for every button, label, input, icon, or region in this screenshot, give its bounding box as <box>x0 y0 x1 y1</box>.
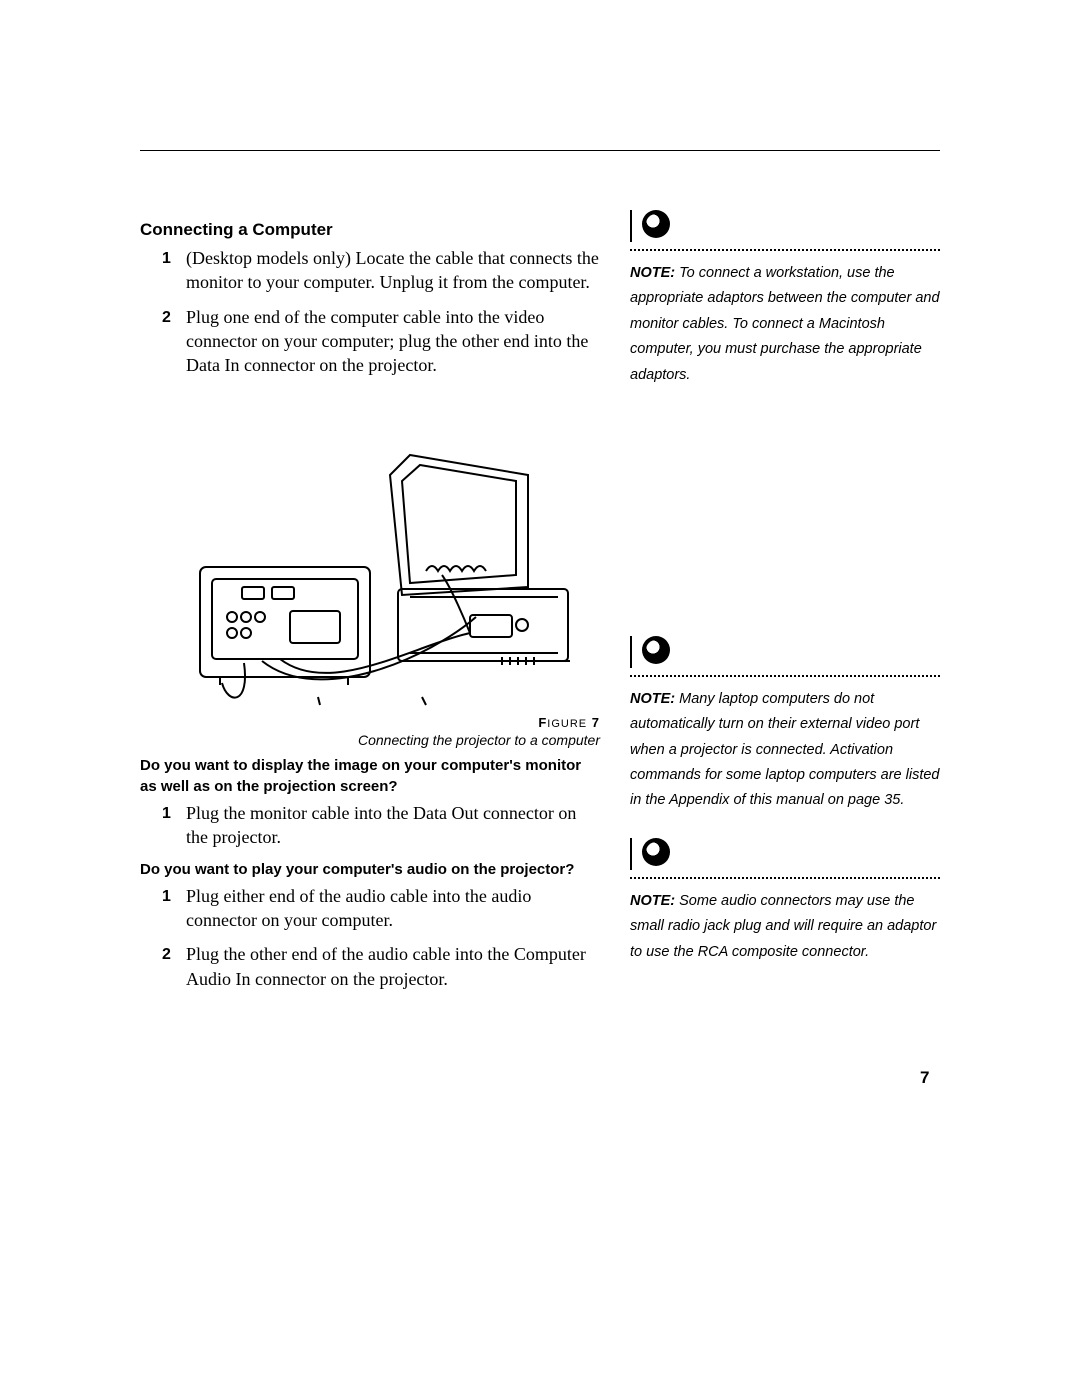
top-rule <box>140 150 940 151</box>
step-text: Plug the other end of the audio cable in… <box>186 942 600 991</box>
projector-diagram-icon <box>170 447 600 707</box>
step-item: 1 Plug either end of the audio cable int… <box>162 884 600 933</box>
step-number: 1 <box>162 246 178 295</box>
step-item: 2 Plug the other end of the audio cable … <box>162 942 600 991</box>
note-swirl-icon <box>642 210 670 238</box>
note-rule-icon <box>630 636 632 668</box>
figure-caption: Connecting the projector to a computer <box>140 732 600 748</box>
page-number: 7 <box>920 1068 929 1088</box>
note-text: NOTE: Some audio connectors may use the … <box>630 889 940 965</box>
figure-label-rest: IGURE <box>547 718 587 730</box>
step-item: 1 Plug the monitor cable into the Data O… <box>162 801 600 850</box>
note-label: NOTE: <box>630 691 675 707</box>
side-column: NOTE: To connect a workstation, use the … <box>630 210 940 1001</box>
note-dots <box>630 249 940 251</box>
note-swirl-icon <box>642 838 670 866</box>
figure-label: FIGURE 7 <box>140 715 600 730</box>
section-heading: Connecting a Computer <box>140 220 600 240</box>
question-heading: Do you want to display the image on your… <box>140 756 600 797</box>
step-text: Plug the monitor cable into the Data Out… <box>186 801 600 850</box>
note-label: NOTE: <box>630 893 675 909</box>
question-heading: Do you want to play your computer's audi… <box>140 860 600 880</box>
step-number: 2 <box>162 942 178 991</box>
note-body: Some audio connectors may use the small … <box>630 893 936 960</box>
main-column: Connecting a Computer 1 (Desktop models … <box>140 220 600 1001</box>
step-item: 1 (Desktop models only) Locate the cable… <box>162 246 600 295</box>
step-text: Plug either end of the audio cable into … <box>186 884 600 933</box>
note-label: NOTE: <box>630 265 675 281</box>
step-number: 1 <box>162 801 178 850</box>
note-rule-icon <box>630 210 632 242</box>
note-body: Many laptop computers do not automatical… <box>630 691 939 809</box>
step-number: 2 <box>162 305 178 378</box>
note-text: NOTE: Many laptop computers do not autom… <box>630 687 940 814</box>
note-block: NOTE: Some audio connectors may use the … <box>630 838 940 965</box>
note-body: To connect a workstation, use the approp… <box>630 265 940 383</box>
figure-illustration <box>170 447 600 707</box>
step-text: Plug one end of the computer cable into … <box>186 305 600 378</box>
note-block: NOTE: Many laptop computers do not autom… <box>630 636 940 814</box>
note-rule-icon <box>630 838 632 870</box>
note-dots <box>630 877 940 879</box>
figure-label-initial: F <box>538 715 547 730</box>
note-dots <box>630 675 940 677</box>
note-text: NOTE: To connect a workstation, use the … <box>630 261 940 388</box>
note-block: NOTE: To connect a workstation, use the … <box>630 210 940 388</box>
note-swirl-icon <box>642 636 670 664</box>
step-text: (Desktop models only) Locate the cable t… <box>186 246 600 295</box>
step-item: 2 Plug one end of the computer cable int… <box>162 305 600 378</box>
figure-number: 7 <box>592 715 600 730</box>
step-number: 1 <box>162 884 178 933</box>
